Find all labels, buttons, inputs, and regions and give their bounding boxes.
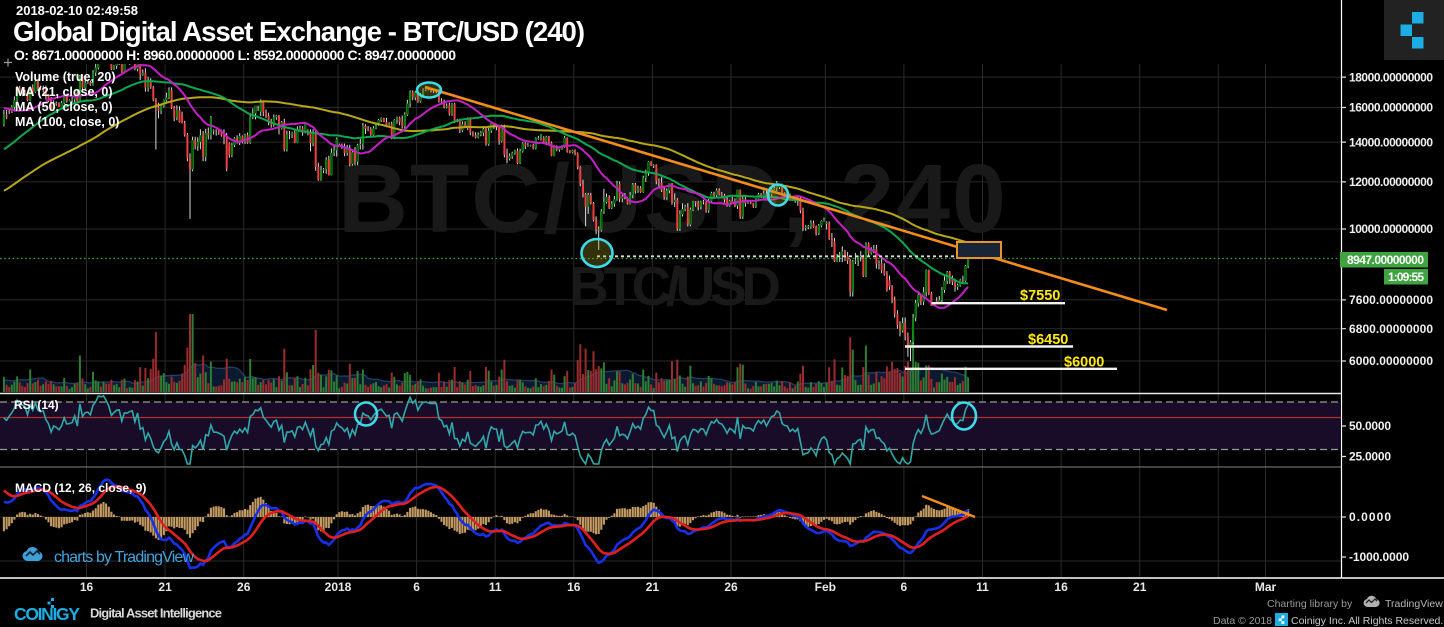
svg-text:MA (50, close, 0): MA (50, close, 0)	[15, 100, 113, 114]
svg-text:Global Digital Asset Exchange: Global Digital Asset Exchange - BTC/USD …	[13, 16, 585, 47]
svg-text:6800.00000000: 6800.00000000	[1349, 322, 1433, 336]
svg-text:21: 21	[1133, 580, 1147, 594]
svg-text:2018-02-10 02:49:58: 2018-02-10 02:49:58	[16, 3, 138, 18]
svg-text:11: 11	[976, 580, 989, 594]
svg-text:Feb: Feb	[815, 580, 836, 594]
svg-text:50.0000: 50.0000	[1349, 419, 1391, 433]
svg-text:26: 26	[724, 580, 738, 594]
svg-text:Charting library by: Charting library by	[1267, 598, 1353, 610]
svg-text:21: 21	[646, 580, 660, 594]
svg-text:COINIGY: COINIGY	[14, 604, 80, 624]
svg-text:6000.00000000: 6000.00000000	[1349, 354, 1433, 368]
svg-text:$7550: $7550	[1020, 288, 1060, 304]
svg-text:18000.00000000: 18000.00000000	[1349, 70, 1433, 84]
svg-text:charts by TradingView: charts by TradingView	[54, 549, 194, 566]
svg-text:12000.00000000: 12000.00000000	[1349, 175, 1433, 189]
svg-text:$6450: $6450	[1028, 332, 1068, 348]
svg-text:RSI (14): RSI (14)	[14, 398, 59, 412]
svg-text:16: 16	[567, 580, 581, 594]
svg-text:TradingView: TradingView	[1385, 598, 1443, 610]
svg-text:7600.00000000: 7600.00000000	[1349, 293, 1433, 307]
svg-text:O: 8671.00000000 H: 8960.00000: O: 8671.00000000 H: 8960.00000000 L: 859…	[14, 47, 456, 63]
svg-text:6: 6	[901, 580, 908, 594]
svg-text:Data © 2018: Data © 2018	[1213, 615, 1272, 627]
svg-text:Digital Asset Intelligence: Digital Asset Intelligence	[90, 606, 222, 621]
svg-text:2018: 2018	[325, 580, 352, 594]
svg-text:MA (100, close, 0): MA (100, close, 0)	[15, 115, 119, 129]
svg-text:1:09:55: 1:09:55	[1388, 270, 1424, 284]
svg-text:Volume (true, 20): Volume (true, 20)	[15, 70, 115, 84]
svg-text:0.0000: 0.0000	[1349, 510, 1391, 524]
svg-text:26: 26	[237, 580, 251, 594]
svg-text:10000.00000000: 10000.00000000	[1349, 222, 1433, 236]
svg-text:$6000: $6000	[1064, 355, 1104, 371]
svg-text:16: 16	[1054, 580, 1068, 594]
svg-text:-1000.0000: -1000.0000	[1349, 550, 1409, 564]
svg-text:8947.00000000: 8947.00000000	[1347, 253, 1424, 267]
svg-text:16000.00000000: 16000.00000000	[1349, 101, 1433, 115]
svg-text:25.0000: 25.0000	[1349, 450, 1391, 464]
svg-text:Coinigy Inc. All Rights Reserv: Coinigy Inc. All Rights Reserved.	[1291, 615, 1443, 627]
svg-text:21: 21	[158, 580, 172, 594]
svg-text:MACD (12, 26, close, 9): MACD (12, 26, close, 9)	[15, 481, 146, 495]
svg-text:11: 11	[489, 580, 502, 594]
svg-text:6: 6	[413, 580, 420, 594]
svg-text:MA (21, close, 0): MA (21, close, 0)	[15, 85, 113, 99]
svg-text:Mar: Mar	[1255, 580, 1277, 594]
svg-text:14000.00000000: 14000.00000000	[1349, 135, 1433, 149]
svg-text:16: 16	[80, 580, 94, 594]
